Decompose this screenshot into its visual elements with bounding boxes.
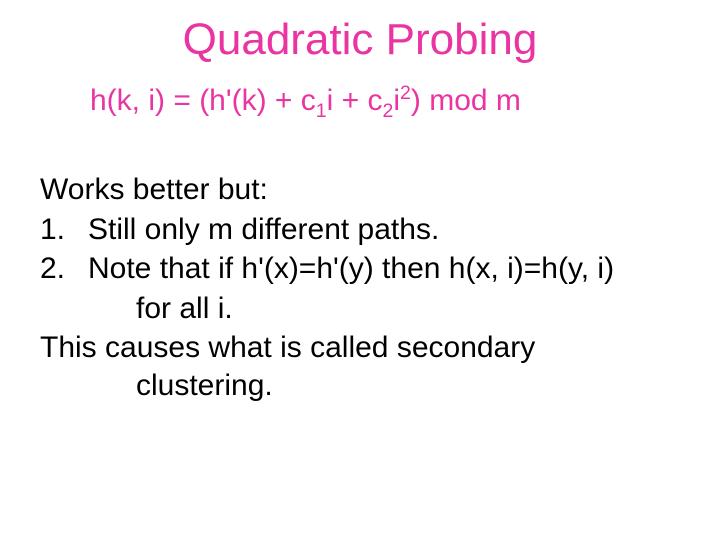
formula-mid2: i <box>393 84 400 117</box>
formula-rhs: ) mod m <box>411 84 521 117</box>
item-text: Note that if h'(x)=h'(y) then h(x, i)=h(… <box>88 250 680 288</box>
list-item: 1. Still only m different paths. <box>40 211 680 249</box>
formula-mid1: i + c <box>327 84 383 117</box>
closing-line: This causes what is called secondary <box>40 329 680 367</box>
formula-sup: 2 <box>400 82 411 104</box>
closing-continuation: clustering. <box>136 367 680 405</box>
lead-line: Works better but: <box>40 171 680 209</box>
slide: Quadratic Probing h(k, i) = (h'(k) + c1i… <box>0 0 720 540</box>
hash-formula: h(k, i) = (h'(k) + c1i + c2i2) mod m <box>90 82 680 123</box>
item-text: Still only m different paths. <box>88 211 680 249</box>
item-number: 2. <box>40 250 88 288</box>
formula-sub2: 2 <box>382 100 393 122</box>
body-text: Works better but: 1. Still only m differ… <box>40 171 680 404</box>
formula-lhs: h(k, i) = (h'(k) + c <box>90 84 316 117</box>
item-number: 1. <box>40 211 88 249</box>
item-continuation: for all i. <box>136 290 680 328</box>
list-item: 2. Note that if h'(x)=h'(y) then h(x, i)… <box>40 250 680 288</box>
slide-title: Quadratic Probing <box>40 16 680 64</box>
formula-sub1: 1 <box>316 100 327 122</box>
